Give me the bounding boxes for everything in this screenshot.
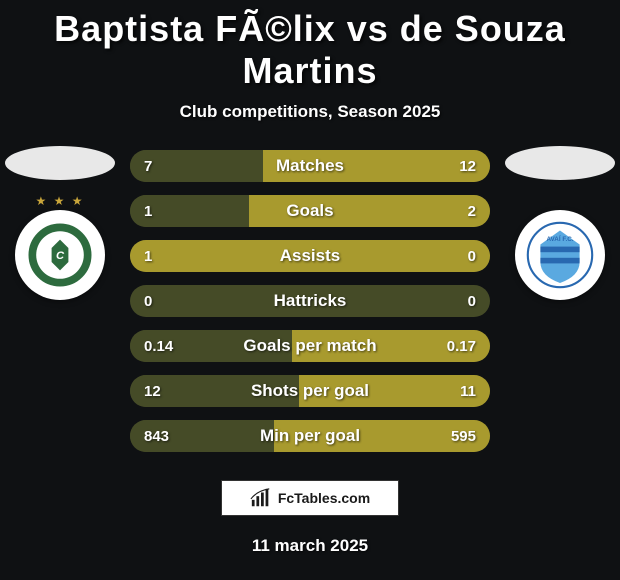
avai-logo-icon: AVAÍ F.C. <box>525 220 595 290</box>
comparison-panel: ★ ★ ★ C AVAÍ F.C. 712Matches 12Goals 10Ass… <box>0 150 620 452</box>
stat-row: 0.140.17Goals per match <box>130 330 490 362</box>
stat-label: Matches <box>130 156 490 176</box>
stat-row: 1211Shots per goal <box>130 375 490 407</box>
stat-label: Goals per match <box>130 336 490 356</box>
stat-row: 12Goals <box>130 195 490 227</box>
stat-row: 10Assists <box>130 240 490 272</box>
svg-text:C: C <box>56 250 65 262</box>
page-title: Baptista FÃ©lix vs de Souza Martins <box>0 0 620 92</box>
chart-icon <box>250 487 272 509</box>
stat-row: 00Hattricks <box>130 285 490 317</box>
svg-text:AVAÍ F.C.: AVAÍ F.C. <box>546 234 573 243</box>
player-right-ellipse <box>505 146 615 180</box>
stat-label: Hattricks <box>130 291 490 311</box>
club-right-badge: AVAÍ F.C. <box>515 210 605 300</box>
page-subtitle: Club competitions, Season 2025 <box>0 102 620 122</box>
player-left-ellipse <box>5 146 115 180</box>
stat-label: Goals <box>130 201 490 221</box>
stat-label: Assists <box>130 246 490 266</box>
watermark-badge: FcTables.com <box>221 480 399 516</box>
watermark-text: FcTables.com <box>278 490 370 506</box>
date-label: 11 march 2025 <box>0 536 620 556</box>
chapecoense-logo-icon: C <box>25 220 95 290</box>
club-left-stars: ★ ★ ★ <box>15 194 105 208</box>
stat-label: Min per goal <box>130 426 490 446</box>
stat-rows: 712Matches 12Goals 10Assists 00Hattricks 0.1… <box>130 150 490 452</box>
club-left-badge: C <box>15 210 105 300</box>
stat-label: Shots per goal <box>130 381 490 401</box>
stat-row: 712Matches <box>130 150 490 182</box>
stat-row: 843595Min per goal <box>130 420 490 452</box>
